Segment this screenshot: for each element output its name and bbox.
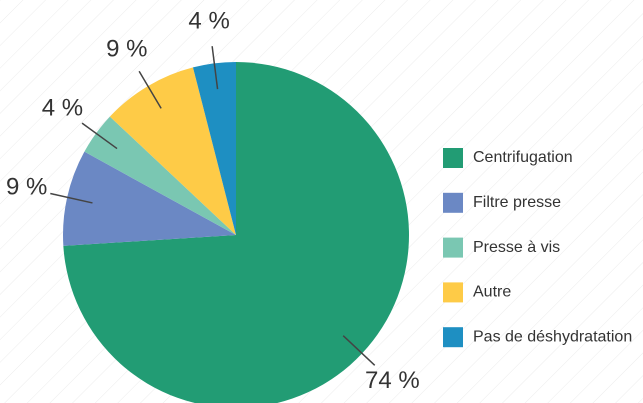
- pie-slice: [63, 151, 236, 246]
- legend-label: Autre: [473, 284, 511, 301]
- pie-slice: [84, 116, 236, 235]
- legend-swatch: [443, 192, 463, 213]
- legend-swatch: [443, 327, 463, 348]
- leader-line: [211, 46, 219, 90]
- leader-line: [138, 70, 162, 109]
- legend-swatch: [443, 237, 463, 258]
- legend-label: Presse à vis: [473, 239, 560, 256]
- legend-swatch: [443, 148, 463, 168]
- pie-slice: [192, 62, 236, 235]
- legend-label: Pas de déshydratation: [473, 328, 632, 345]
- pie-slice: [109, 67, 236, 235]
- legend-label: Filtre presse: [473, 194, 561, 211]
- leader-line: [81, 122, 118, 150]
- data-label: 9 %: [6, 174, 47, 201]
- data-label: 74 %: [365, 367, 420, 394]
- data-label: 9 %: [106, 36, 147, 63]
- pie-slice: [63, 62, 410, 403]
- leader-line: [50, 192, 93, 204]
- legend-swatch: [443, 282, 463, 303]
- legend-label: Centrifugation: [473, 149, 573, 166]
- data-label: 4 %: [188, 8, 229, 35]
- data-label: 4 %: [42, 94, 83, 121]
- leader-line: [342, 335, 376, 366]
